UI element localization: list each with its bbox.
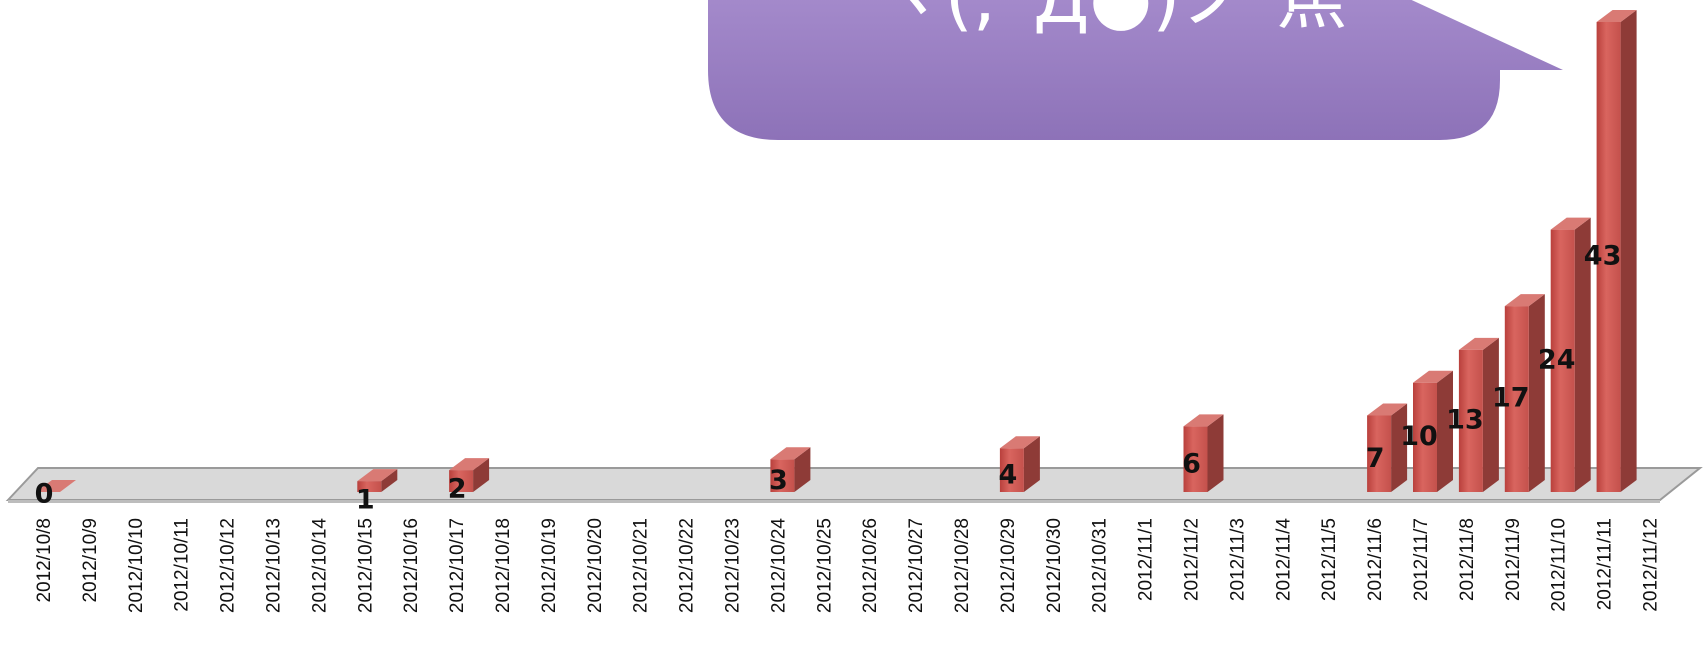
x-tick-label: 2012/10/13 xyxy=(264,518,285,613)
value-label: 4 xyxy=(999,460,1018,491)
x-tick-label: 2012/10/16 xyxy=(401,518,422,613)
x-tick-label: 2012/10/8 xyxy=(34,518,55,603)
value-label: 17 xyxy=(1492,383,1530,414)
value-label: 6 xyxy=(1182,449,1201,480)
value-label: 1 xyxy=(356,485,375,516)
x-tick-label: 2012/10/22 xyxy=(677,518,698,613)
x-tick-label: 2012/11/3 xyxy=(1227,518,1248,601)
x-tick-label: 2012/11/4 xyxy=(1273,518,1294,602)
chart: ヽ(;´Д●)ノ 焦 2012/10/8 2012/10/9 2012/10/10 2… xyxy=(0,0,1703,647)
x-tick-label: 2012/10/10 xyxy=(126,518,147,613)
x-tick-label: 2012/11/6 xyxy=(1365,518,1386,601)
x-tick-label: 2012/10/17 xyxy=(447,518,468,613)
x-tick-label: 2012/11/12 xyxy=(1641,518,1662,612)
x-tick-label: 2012/10/25 xyxy=(814,518,835,613)
value-label: 2 xyxy=(448,474,467,505)
x-tick-label: 2012/10/19 xyxy=(539,518,560,613)
x-tick-label: 2012/11/8 xyxy=(1457,518,1478,601)
floor-front xyxy=(8,500,1660,503)
x-tick-label: 2012/10/15 xyxy=(355,518,376,613)
x-tick-label: 2012/10/27 xyxy=(906,518,927,613)
bar-side xyxy=(1208,414,1224,492)
x-tick-label: 2012/11/5 xyxy=(1319,518,1340,601)
value-label: 10 xyxy=(1400,421,1438,452)
value-label: 7 xyxy=(1366,443,1385,474)
x-tick-label: 2012/10/20 xyxy=(585,518,606,613)
bar-side xyxy=(1621,10,1637,492)
x-tick-label: 2012/10/24 xyxy=(768,518,789,614)
value-label: 43 xyxy=(1584,241,1622,272)
x-tick-label: 2012/11/2 xyxy=(1182,518,1203,601)
x-tick-label: 2012/11/10 xyxy=(1549,518,1570,612)
x-tick-label: 2012/10/14 xyxy=(309,518,330,614)
x-tick-label: 2012/10/30 xyxy=(1044,518,1065,613)
x-tick-label: 2012/10/12 xyxy=(218,518,239,613)
value-label: 3 xyxy=(769,465,788,496)
value-label: 0 xyxy=(35,479,54,510)
x-tick-label: 2012/11/9 xyxy=(1503,518,1524,601)
callout-text: ヽ(;´Д●)ノ 焦 xyxy=(873,0,1347,39)
x-tick-label: 2012/11/11 xyxy=(1595,518,1616,610)
bar-side xyxy=(1483,338,1499,492)
x-tick-label: 2012/10/11 xyxy=(172,518,193,612)
bar-side xyxy=(1529,294,1545,492)
x-tick-label: 2012/10/29 xyxy=(998,518,1019,613)
x-tick-label: 2012/10/26 xyxy=(860,518,881,613)
x-tick-label: 2012/10/23 xyxy=(723,518,744,613)
value-label: 13 xyxy=(1446,404,1484,435)
x-tick-label: 2012/11/1 xyxy=(1136,518,1157,601)
x-tick-label: 2012/10/21 xyxy=(631,518,652,613)
value-label: 24 xyxy=(1538,344,1576,375)
x-tick-label: 2012/10/31 xyxy=(1090,518,1111,613)
x-tick-label: 2012/10/9 xyxy=(80,518,101,603)
x-tick-label: 2012/11/7 xyxy=(1411,518,1432,601)
x-tick-label: 2012/10/18 xyxy=(493,518,514,613)
x-tick-label: 2012/10/28 xyxy=(952,518,973,613)
